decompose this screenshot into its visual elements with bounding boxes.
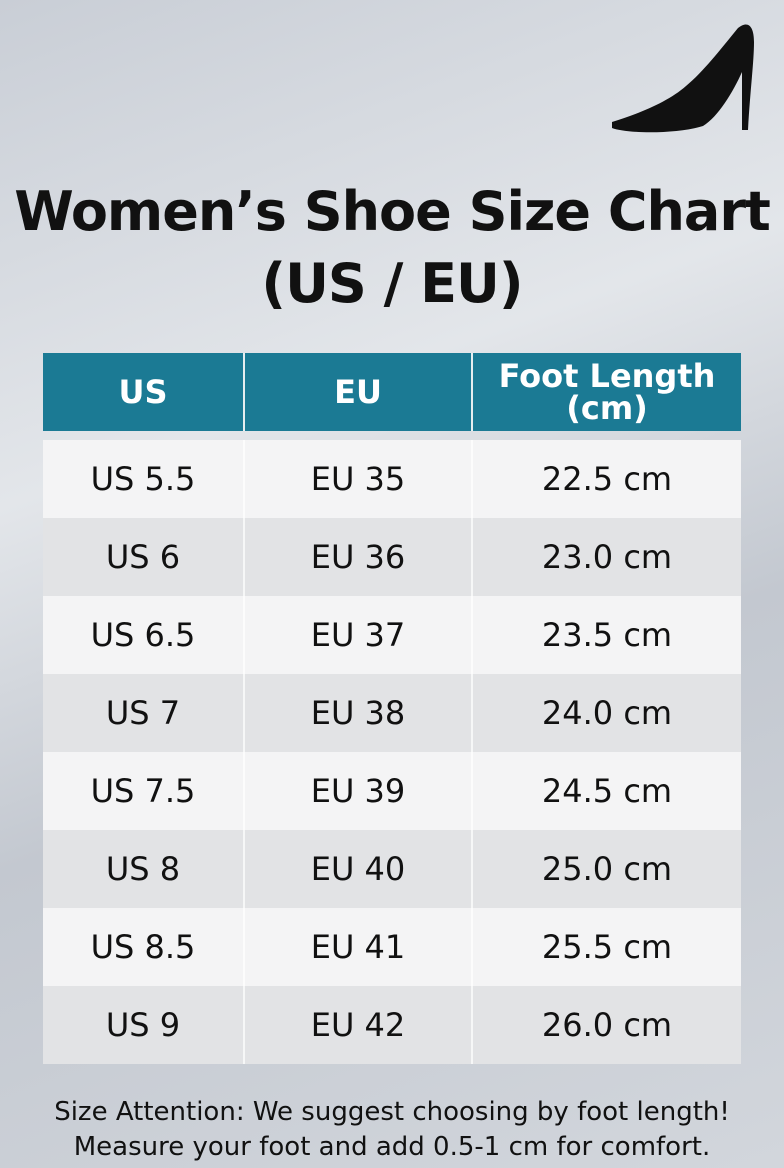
header-cell: US (43, 353, 245, 431)
table-cell: EU 36 (245, 518, 473, 596)
table-row: US 7.5 EU 39 24.5 cm (43, 752, 741, 830)
header-text: EU (334, 373, 382, 411)
table-row: US 6.5 EU 37 23.5 cm (43, 596, 741, 674)
table-cell: 25.0 cm (541, 850, 673, 888)
table-cell: EU 40 (245, 830, 473, 908)
table-cell: US 9 (43, 986, 245, 1064)
header-cell: Foot Length (cm) (473, 353, 741, 431)
table-cell: 24.5 cm (541, 772, 673, 810)
header-text: Foot Length (cm) (498, 357, 716, 427)
table-cell: US 8.5 (43, 908, 245, 986)
table-cell: EU 42 (245, 986, 473, 1064)
title: Women’s Shoe Size Chart (14, 180, 771, 243)
table-row: US 9 EU 42 26.0 cm (43, 986, 741, 1064)
table-cell: 22.5 cm (541, 460, 673, 498)
table-cell: 24.0 cm (541, 694, 673, 732)
table-cell: 23.5 cm (541, 616, 673, 654)
table-cell: 23.0 cm (541, 538, 673, 576)
heel-icon (612, 24, 754, 133)
header-cell: EU (245, 353, 473, 431)
table-row: US 8 EU 40 25.0 cm (43, 830, 741, 908)
table-cell: EU 39 (245, 752, 473, 830)
table-row: US 5.5 EU 35 22.5 cm (43, 440, 741, 518)
table-row: US 6 EU 36 23.0 cm (43, 518, 741, 596)
table-cell: 26.0 cm (541, 1006, 673, 1044)
header-text: US (118, 373, 168, 411)
table-cell: EU 41 (245, 908, 473, 986)
table-cell: EU 38 (245, 674, 473, 752)
table-cell: US 6.5 (43, 596, 245, 674)
table-cell: 25.5 cm (541, 928, 673, 966)
table-cell: EU 37 (245, 596, 473, 674)
table-cell: US 6 (43, 518, 245, 596)
header-row: US EU Foot Length (cm) (43, 353, 741, 431)
table-cell: EU 35 (245, 440, 473, 518)
table-cell: US 8 (43, 830, 245, 908)
footer-line: Measure your foot and add 0.5-1 cm for c… (73, 1132, 711, 1162)
table-row: US 7 EU 38 24.0 cm (43, 674, 741, 752)
footer-line: Size Attention: We suggest choosing by f… (54, 1097, 730, 1127)
size-table: US EU Foot Length (cm) US 5.5 EU 35 22.5 cm US… (43, 353, 741, 1064)
table-cell: US 5.5 (43, 440, 245, 518)
table-cell: US 7.5 (43, 752, 245, 830)
table-cell: US 7 (43, 674, 245, 752)
subtitle: (US / EU) (261, 252, 523, 315)
table-row: US 8.5 EU 41 25.5 cm (43, 908, 741, 986)
